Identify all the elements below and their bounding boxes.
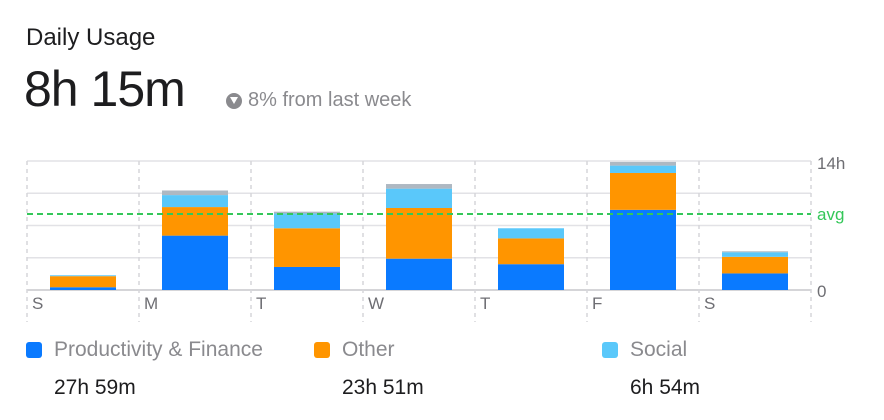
bar-segment [162,195,228,208]
bar-segment [498,264,564,290]
weekly-change-text: 8% from last week [248,89,412,111]
legend-label-other: Other [342,338,395,361]
bar-segment [386,188,452,208]
chart-title: Daily Usage [26,24,156,51]
x-tick-label: T [256,294,266,313]
bar-segment [610,209,676,290]
bar-segment [386,207,452,259]
bar-segment [274,213,340,229]
x-tick-label: T [480,294,490,313]
legend-swatch-social [602,342,618,358]
bar-segment [498,228,564,239]
legend-item-productivity-finance: Productivity & Finance [26,338,263,362]
legend-value-social: 6h 54m [630,376,701,399]
bar-segment [162,207,228,236]
legend-value-productivity: 27h 59m [54,376,136,399]
bar-segment [274,211,340,214]
arrow-down-circle-icon [226,92,242,109]
bar-segment [722,256,788,274]
x-tick-label: W [368,294,384,313]
bar-segment [722,251,788,253]
total-usage: 8h 15m [24,61,186,117]
legend-swatch-productivity [26,342,42,358]
x-tick-label: M [144,294,158,313]
bar-segment [50,275,116,277]
bar-segment [610,161,676,166]
x-tick-label: S [32,294,43,313]
bar-segment [610,165,676,173]
x-tick-label: F [592,294,602,313]
bar-segment [722,252,788,257]
y-tick-label-zero: 0 [817,282,826,301]
bar-segment [610,172,676,210]
bar-segment [386,184,452,189]
bar-segment [274,266,340,290]
legend-value-other: 23h 51m [342,376,424,399]
bar-segment [162,235,228,290]
average-label: avg [817,205,844,224]
bar-segment [722,273,788,290]
legend-label-social: Social [630,338,688,361]
legend-item-social: Social [602,338,687,362]
bar-segment [50,276,116,288]
bar-segment [386,258,452,290]
x-tick-label: S [704,294,715,313]
bar-segment [162,190,228,196]
weekly-change: 8% from last week [226,89,411,112]
y-tick-label-max: 14h [817,154,845,173]
bar-segment [50,287,116,290]
bar-segment [274,228,340,267]
legend-item-other: Other [314,338,395,362]
legend-swatch-other [314,342,330,358]
legend-label-productivity: Productivity & Finance [54,338,263,361]
bar-segment [498,238,564,265]
